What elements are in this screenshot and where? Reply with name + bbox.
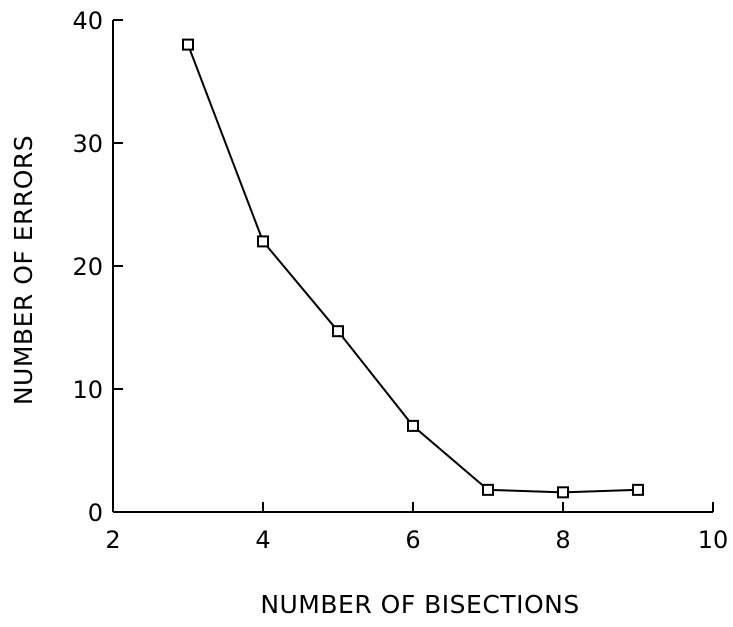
- y-axis-ticks: 0 10 20 30 40: [72, 7, 123, 527]
- x-tick-label: 8: [555, 526, 570, 554]
- data-point-marker: [632, 483, 644, 496]
- x-tick-label: 4: [255, 526, 270, 554]
- x-tick-label: 10: [698, 526, 729, 554]
- y-tick-label: 20: [72, 253, 103, 281]
- y-tick-label: 40: [72, 7, 103, 35]
- data-point-marker: [182, 38, 194, 51]
- data-point-marker: [257, 235, 269, 248]
- data-point-marker: [482, 483, 494, 496]
- data-point-marker: [407, 419, 419, 432]
- y-tick-label: 10: [72, 376, 103, 404]
- data-series: [182, 38, 644, 499]
- data-point-marker: [332, 325, 344, 338]
- x-axis-title: NUMBER OF BISECTIONS: [260, 590, 579, 619]
- y-tick-label: 30: [72, 130, 103, 158]
- x-tick-label: 6: [405, 526, 420, 554]
- y-tick-label: 0: [88, 499, 103, 527]
- x-tick-label: 2: [105, 526, 120, 554]
- x-axis-ticks: 2 4 6 8 10: [105, 502, 728, 554]
- data-point-marker: [557, 486, 569, 499]
- plot-area: 0 10 20 30 40 2 4 6 8 10: [72, 7, 728, 554]
- y-axis-title: NUMBER OF ERRORS: [9, 135, 38, 405]
